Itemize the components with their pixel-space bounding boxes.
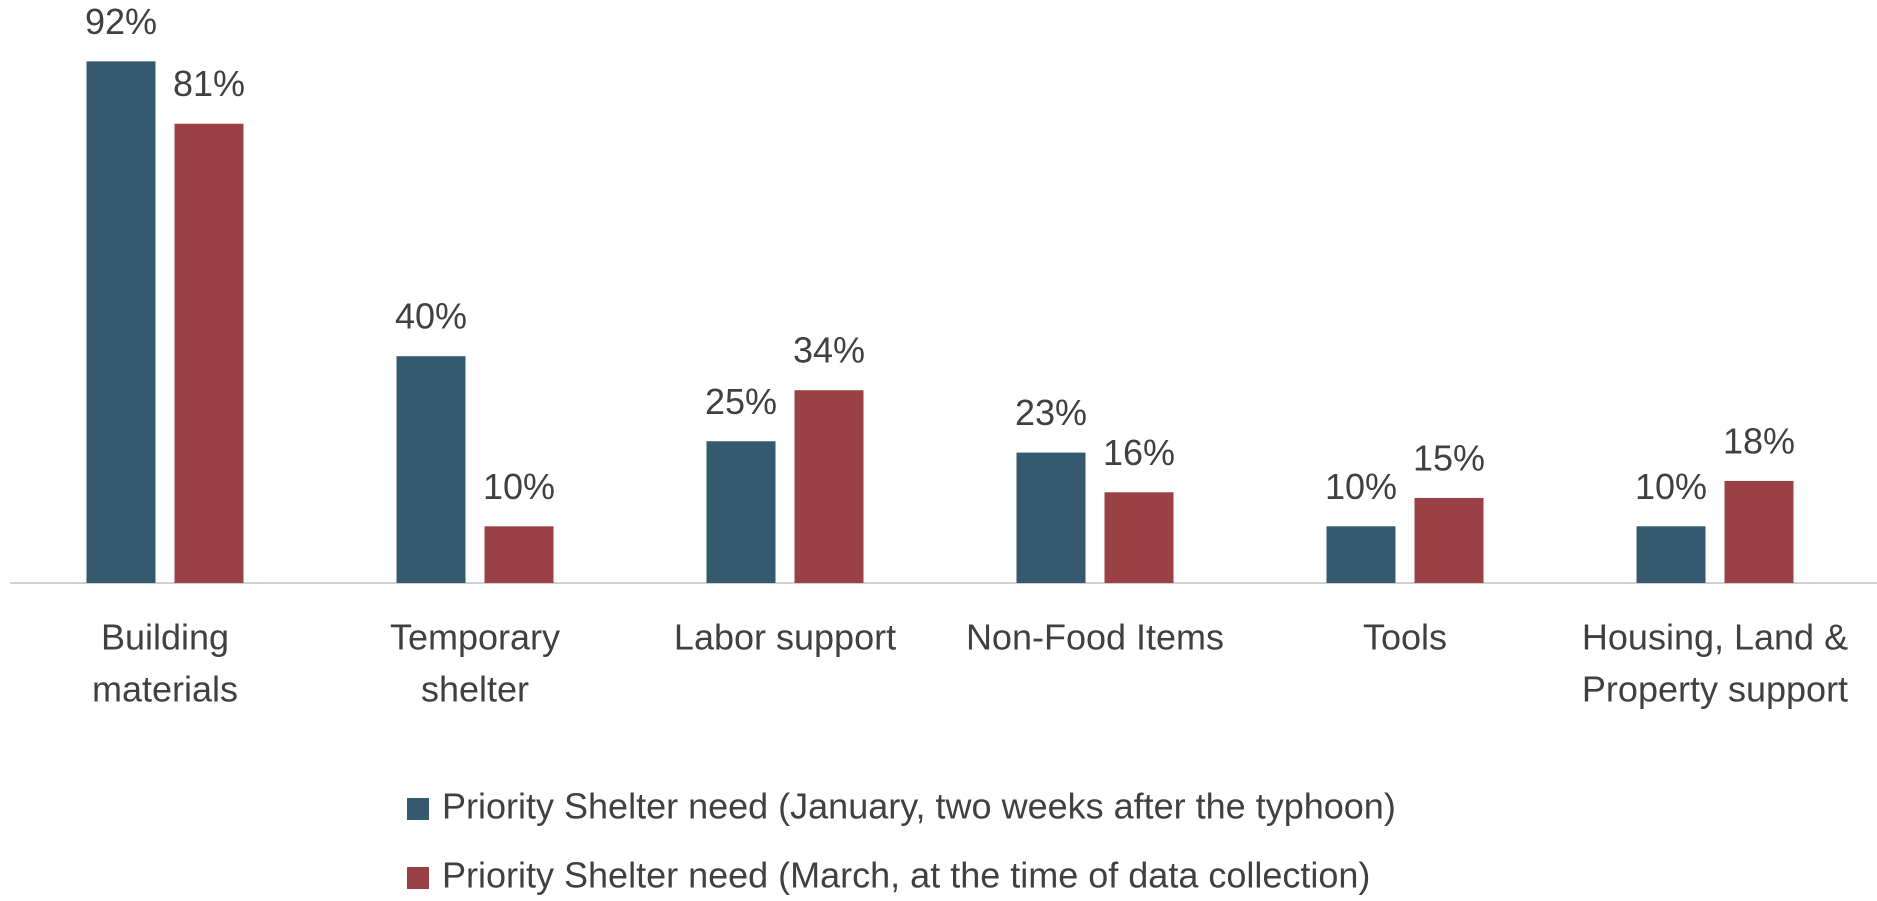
bar bbox=[1104, 492, 1174, 583]
value-label: 10% bbox=[1325, 466, 1397, 507]
x-tick-label: materials bbox=[92, 669, 238, 710]
value-label: 16% bbox=[1103, 432, 1175, 473]
bar bbox=[396, 356, 466, 583]
bar bbox=[1016, 452, 1086, 583]
x-tick-label: Non-Food Items bbox=[966, 617, 1224, 658]
value-label: 15% bbox=[1413, 437, 1485, 478]
value-label: 10% bbox=[1635, 466, 1707, 507]
legend-swatch bbox=[407, 798, 429, 820]
x-tick-label: Building bbox=[101, 617, 229, 658]
value-label: 92% bbox=[85, 1, 157, 42]
x-tick-label: Temporary bbox=[390, 617, 560, 658]
value-label: 34% bbox=[793, 330, 865, 371]
value-label: 18% bbox=[1723, 420, 1795, 461]
x-tick-label: Tools bbox=[1363, 617, 1447, 658]
value-label: 23% bbox=[1015, 392, 1087, 433]
value-label: 40% bbox=[395, 296, 467, 337]
bar bbox=[1414, 497, 1484, 583]
bar bbox=[1724, 480, 1794, 583]
x-tick-label: shelter bbox=[421, 669, 529, 710]
value-label: 10% bbox=[483, 466, 555, 507]
value-label: 25% bbox=[705, 381, 777, 422]
bar bbox=[484, 526, 554, 583]
value-label: 81% bbox=[173, 63, 245, 104]
legend-label: Priority Shelter need (March, at the tim… bbox=[442, 855, 1370, 896]
legend-label: Priority Shelter need (January, two week… bbox=[442, 786, 1396, 827]
bar bbox=[174, 123, 244, 583]
bar bbox=[1326, 526, 1396, 583]
x-tick-label: Housing, Land & bbox=[1582, 617, 1848, 658]
bar bbox=[706, 441, 776, 583]
bar bbox=[794, 390, 864, 583]
x-tick-label: Labor support bbox=[674, 617, 896, 658]
x-tick-label: Property support bbox=[1582, 669, 1848, 710]
bar bbox=[1636, 526, 1706, 583]
bar bbox=[86, 61, 156, 584]
legend-swatch bbox=[407, 867, 429, 889]
